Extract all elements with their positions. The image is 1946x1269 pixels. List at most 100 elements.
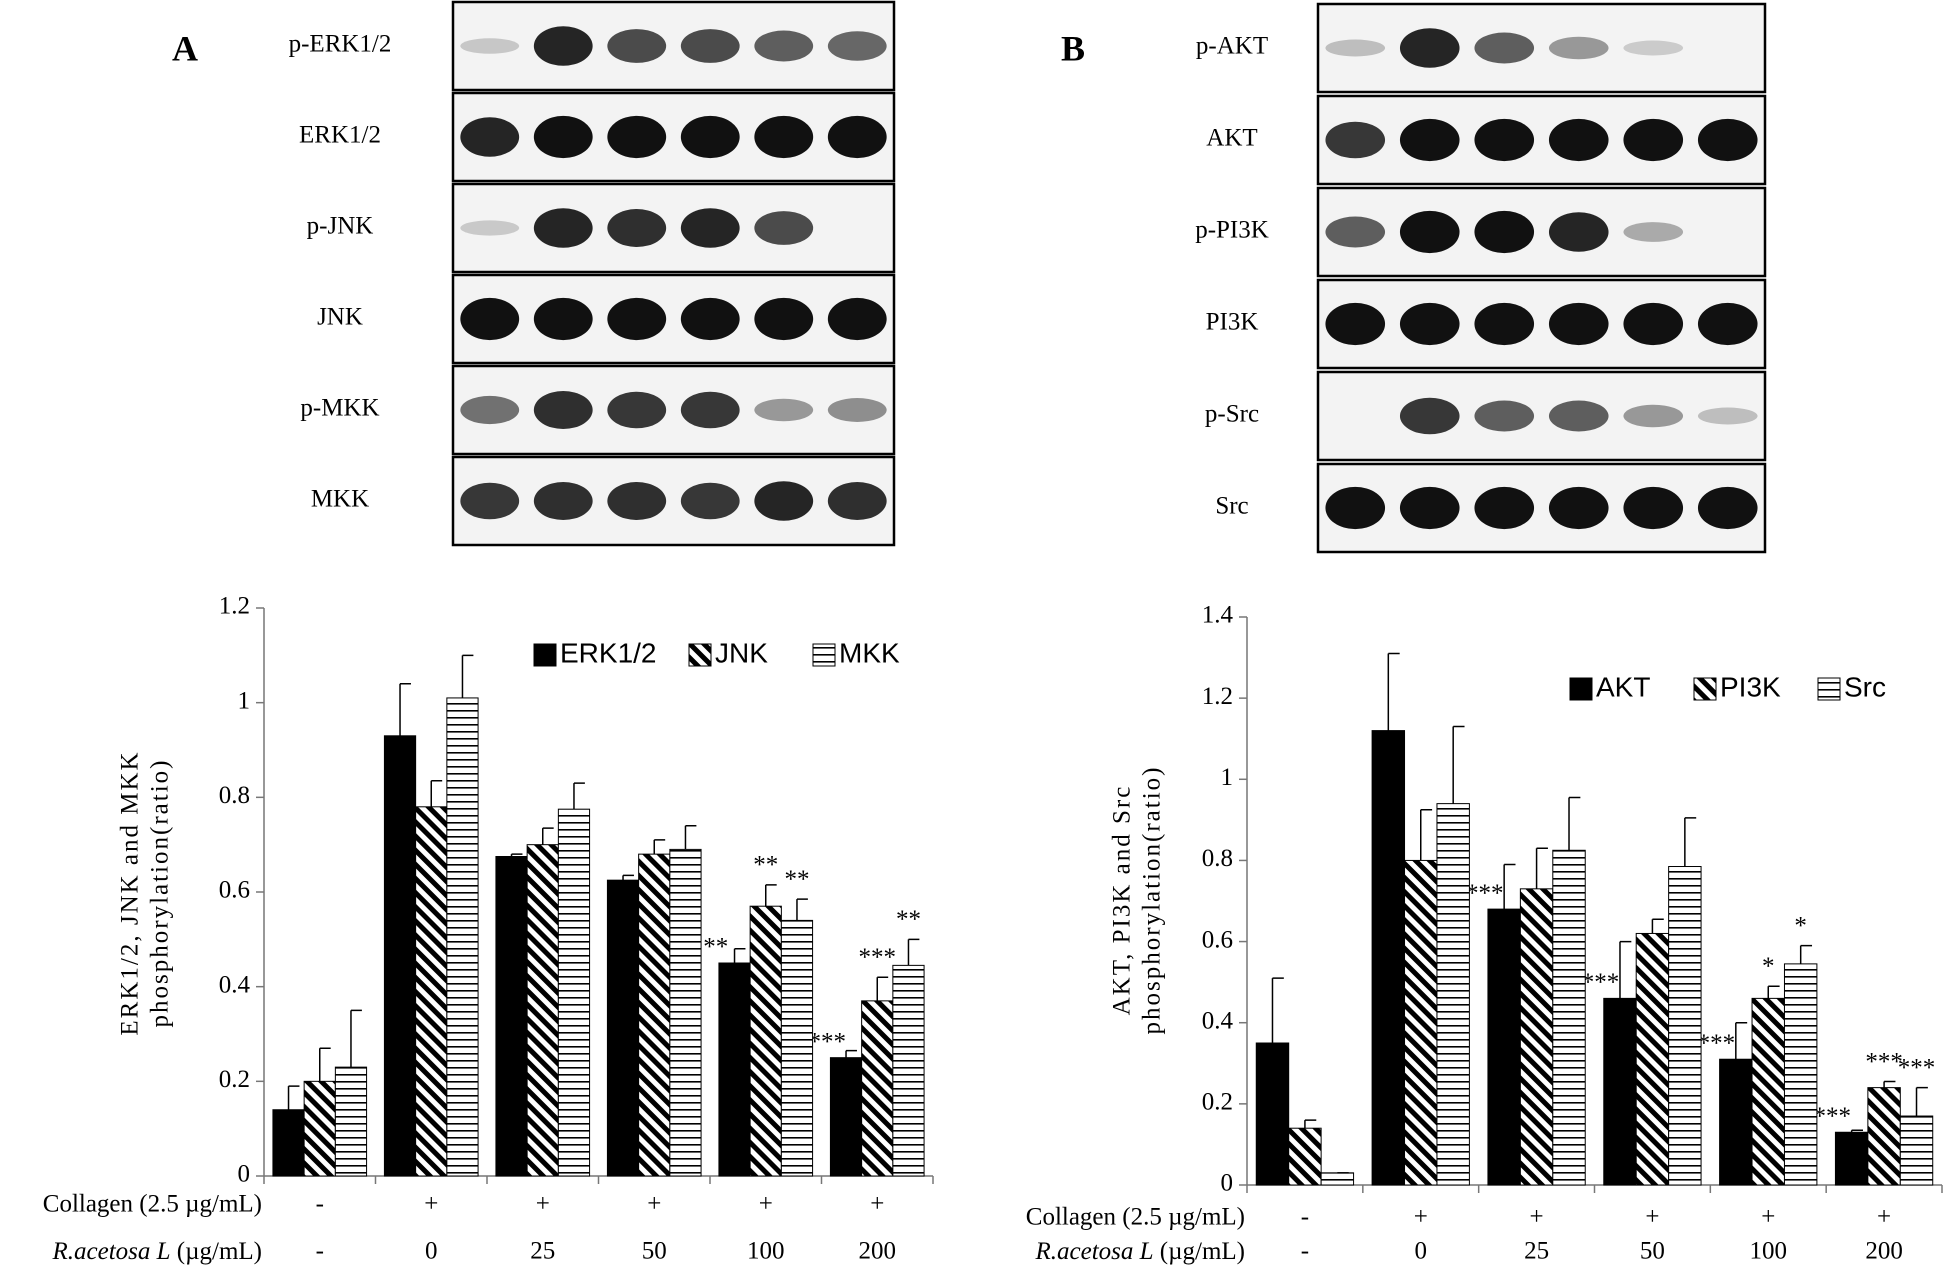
bar xyxy=(1320,1172,1355,1186)
error-bar xyxy=(461,654,474,698)
blot-band xyxy=(460,395,520,425)
bar xyxy=(415,806,448,1177)
blot-band xyxy=(680,208,740,248)
legend-label: PI3K xyxy=(1720,671,1781,702)
y-tick-label: 0.2 xyxy=(1202,1089,1233,1116)
blot-band xyxy=(607,481,667,521)
significance: * xyxy=(1794,912,1807,939)
error-bar xyxy=(1271,977,1284,1043)
blot-band xyxy=(533,115,593,159)
y-tick-label: 1.2 xyxy=(1202,683,1233,710)
blot-strip xyxy=(1316,462,1767,554)
blot-band xyxy=(607,208,667,248)
bar xyxy=(1371,730,1406,1186)
bar xyxy=(1783,963,1818,1186)
blot-label: p-AKT xyxy=(1196,33,1268,60)
dose-label-unit: (µg/mL) xyxy=(177,1238,262,1265)
blot-band xyxy=(1548,486,1609,530)
bar xyxy=(892,964,925,1177)
bar xyxy=(1751,997,1785,1186)
blot-band xyxy=(827,481,887,521)
y-tick-label: 0.6 xyxy=(1202,926,1233,953)
blot-band xyxy=(1697,302,1758,346)
blot-band xyxy=(1325,302,1386,346)
y-tick-label: 0.8 xyxy=(219,782,250,809)
blot-label: MKK xyxy=(311,486,369,513)
blot-band xyxy=(1399,118,1460,162)
error-bar xyxy=(765,884,777,907)
significance: *** xyxy=(1582,969,1620,996)
blot-band xyxy=(607,29,667,63)
bar xyxy=(495,856,528,1177)
blot-band xyxy=(460,38,520,54)
blot-strip xyxy=(451,0,896,92)
error-bar xyxy=(1420,808,1433,861)
error-bar xyxy=(1503,863,1516,910)
blot-band xyxy=(754,30,814,62)
collagen-sign: + xyxy=(1761,1204,1775,1231)
blot-label: JNK xyxy=(317,304,363,331)
blot-strip xyxy=(451,182,896,274)
blot-band xyxy=(1325,121,1386,159)
bar xyxy=(1255,1042,1290,1186)
blot-label: AKT xyxy=(1206,125,1257,152)
legend-swatch xyxy=(1817,677,1841,701)
significance: *** xyxy=(1813,1103,1851,1130)
panel-label: A xyxy=(172,28,198,68)
y-axis-label: AKT, PI3K and Src xyxy=(1109,785,1136,1016)
legend-swatch xyxy=(533,643,557,667)
x-tick-label: 100 xyxy=(1750,1238,1788,1265)
significance: ** xyxy=(753,852,778,879)
blot-strip xyxy=(1316,94,1767,186)
blot-band xyxy=(1697,118,1758,162)
blot-band xyxy=(1474,118,1535,162)
collagen-sign: + xyxy=(1530,1204,1544,1231)
bar xyxy=(829,1057,863,1177)
x-tick-label: 100 xyxy=(747,1238,785,1265)
blot-band xyxy=(827,297,887,341)
error-bar xyxy=(1387,652,1400,731)
blot-band xyxy=(680,482,740,520)
bar xyxy=(1519,888,1554,1186)
blot-band xyxy=(754,398,814,422)
bar xyxy=(861,1000,894,1177)
blot-band xyxy=(754,297,814,341)
significance: *** xyxy=(809,1028,847,1055)
blot-band xyxy=(1623,486,1684,530)
bar xyxy=(1867,1087,1901,1186)
blot-band xyxy=(460,117,520,157)
significance: *** xyxy=(1466,880,1504,907)
blot-band xyxy=(607,391,667,429)
blot-band xyxy=(1623,404,1684,428)
significance: ** xyxy=(896,906,921,933)
blot-band xyxy=(1474,302,1535,346)
collagen-sign: + xyxy=(1877,1204,1891,1231)
blot-band xyxy=(1399,210,1460,254)
dose-label-species: R.acetosa L xyxy=(51,1238,170,1265)
blot-band xyxy=(460,220,520,236)
blot-band xyxy=(827,31,887,61)
blot-band xyxy=(754,481,814,521)
x-tick-label: - xyxy=(316,1238,324,1265)
bar xyxy=(1603,997,1637,1186)
blot-band xyxy=(1474,400,1535,432)
blot-strip xyxy=(1316,2,1767,94)
collagen-label: Collagen (2.5 µg/mL) xyxy=(1026,1204,1245,1231)
blot-band xyxy=(827,398,887,422)
x-tick-label: 0 xyxy=(425,1238,438,1265)
error-bar xyxy=(733,948,746,963)
blot-band xyxy=(1548,212,1609,252)
error-bar xyxy=(399,682,411,736)
blot-band xyxy=(533,26,593,66)
blot-band xyxy=(533,297,593,341)
bar xyxy=(718,962,751,1177)
bar xyxy=(780,919,814,1177)
y-tick-label: 1 xyxy=(238,687,251,714)
error-bar xyxy=(542,827,554,845)
error-bar xyxy=(1883,1080,1896,1088)
bar xyxy=(669,848,702,1177)
blot-strip xyxy=(451,455,896,547)
blot-strip xyxy=(451,364,896,456)
bar xyxy=(1288,1127,1322,1186)
error-bar xyxy=(1684,817,1697,867)
